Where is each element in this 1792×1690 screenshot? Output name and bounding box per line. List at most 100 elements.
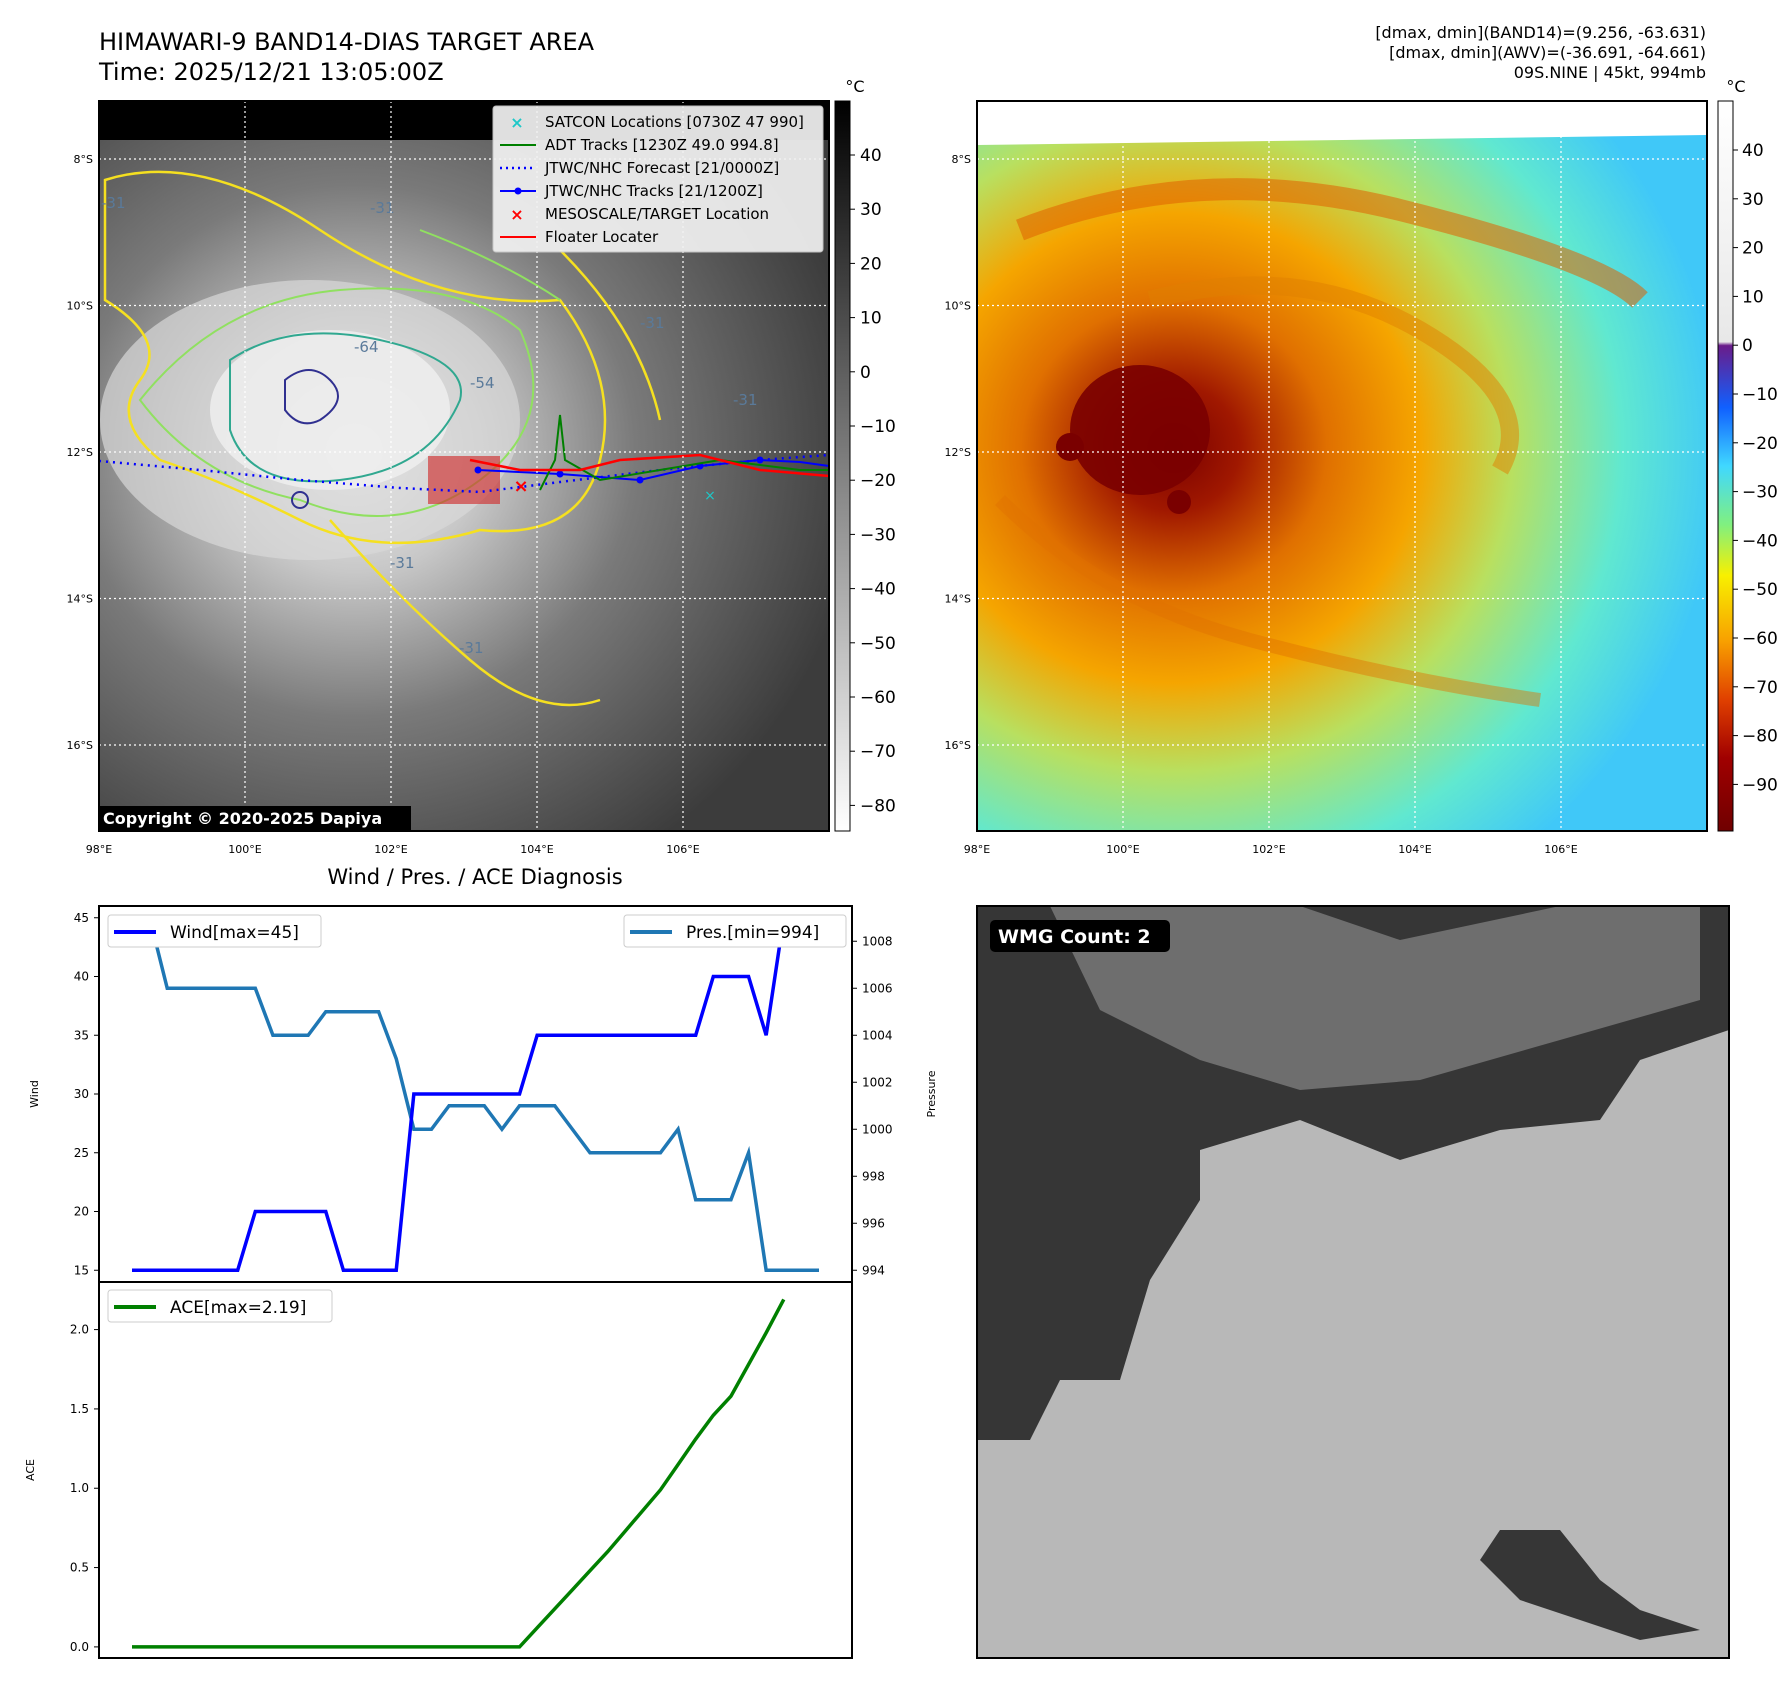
legend-label: SATCON Locations [0730Z 47 990] (545, 113, 804, 131)
ace-axis-label: ACE (24, 1459, 37, 1481)
contour-label: -31 (101, 194, 126, 212)
legend-marker-dot (514, 187, 522, 195)
colorbar-tick-label: 40 (860, 146, 882, 166)
pressure-series-line (132, 916, 819, 1272)
ace-legend-label: ACE[max=2.19] (170, 1298, 306, 1318)
wind-tick-label: 40 (74, 970, 89, 984)
colorbar-tick-label: −60 (1742, 629, 1778, 649)
ir-map-ticks: 98°E 100°E 102°E 104°E 106°E 8°S 10°S 12°S 14°S 1… (67, 153, 700, 856)
contour-label: -31 (640, 314, 665, 332)
wind-series-line (132, 916, 819, 1272)
wmg-count-box (990, 920, 1170, 952)
pressure-tick-label: 1000 (862, 1122, 893, 1136)
legend-label: ADT Tracks [1230Z 49.0 994.8] (545, 136, 779, 154)
colorbar-tick-label: 20 (1742, 239, 1764, 259)
contour-teal (229, 332, 462, 483)
wmg-frame (976, 905, 1730, 1659)
lon-tick-label: 104°E (520, 843, 553, 856)
lon-tick-label: 100°E (1106, 843, 1139, 856)
ir-map-panel: × × -31 -54 -64 -31 -31 -31 -31 -31 (67, 100, 830, 856)
legend-label: JTWC/NHC Tracks [21/1200Z] (544, 182, 763, 200)
wind-axis-label: Wind (28, 1080, 41, 1108)
lat-tick-label: 10°S (945, 300, 971, 313)
colorbar-tick-label: −30 (860, 525, 896, 545)
lat-tick-label: 12°S (67, 446, 93, 459)
colorbar-tick-label: 40 (1742, 141, 1764, 161)
contour-label: -31 (370, 199, 395, 217)
pressure-legend-box (623, 914, 847, 948)
wind-tick-label: 20 (74, 1205, 89, 1219)
ace-tick-label: 0.5 (70, 1561, 89, 1575)
awv-colorbar: °C 40 30 20 10 0 −10 −20 −30 −40 −50 −60 −70 −80 −90 (1717, 77, 1778, 832)
pressure-axis-label: Pressure (925, 1070, 938, 1117)
colorbar-tick-label: 10 (1742, 287, 1764, 307)
pressure-tick-label: 996 (862, 1216, 885, 1230)
colorbar-tick-label: 0 (860, 363, 871, 383)
lon-tick-label: 100°E (228, 843, 261, 856)
legend-marker-x: × (510, 113, 523, 132)
wind-tick-label: 30 (74, 1087, 89, 1101)
lon-tick-label: 104°E (1398, 843, 1431, 856)
wmg-dark-patch (1480, 1530, 1700, 1640)
colorbar-tick-label: −10 (1742, 385, 1778, 405)
pressure-tick-label: 1008 (862, 934, 893, 948)
wind-legend-box (107, 914, 322, 948)
lat-tick-label: 16°S (945, 739, 971, 752)
lon-tick-label: 102°E (374, 843, 407, 856)
satcon-marker: × (704, 488, 716, 504)
lat-tick-label: 8°S (74, 153, 93, 166)
pressure-tick-label: 998 (862, 1169, 885, 1183)
colorbar-tick-label: 30 (1742, 190, 1764, 210)
ace-legend-box (107, 1289, 333, 1323)
colorbar-tick-label: −60 (860, 688, 896, 708)
ace-chart: ACE 0.0 0.5 1.0 1.5 2.0 ACE[max=2.19] (24, 1281, 853, 1659)
lon-tick-label: 98°E (86, 843, 112, 856)
legend-marker-x: × (510, 205, 523, 224)
colorbar-tick-label: −50 (860, 634, 896, 654)
pressure-legend: Pres.[min=994] (623, 914, 847, 948)
contour-label: -64 (354, 338, 379, 356)
contour-yellow (103, 170, 662, 707)
ir-map-legend: × SATCON Locations [0730Z 47 990] ADT Trac… (492, 105, 824, 253)
contour-navy (284, 369, 339, 509)
pressure-tick-label: 1002 (862, 1075, 893, 1089)
lon-tick-label: 106°E (1544, 843, 1577, 856)
colorbar-tick-label: −80 (860, 796, 896, 816)
ace-axes (98, 1281, 853, 1659)
legend-label: MESOSCALE/TARGET Location (545, 205, 769, 223)
wind-pressure-chart: Wind Pressure 15 20 25 30 35 40 45 994 996 998 100… (28, 905, 938, 1283)
colorbar-tick-label: −70 (860, 742, 896, 762)
ace-tick-label: 2.0 (70, 1323, 89, 1337)
contour-green (138, 229, 561, 517)
ace-tick-label: 0.0 (70, 1640, 89, 1654)
wmg-mid-region (1050, 906, 1700, 1090)
colorbar-tick-label: 0 (1742, 336, 1753, 356)
awv-map-ticks: 98°E 100°E 102°E 104°E 106°E 8°S 10°S 12°S 14°S 1… (945, 153, 1578, 856)
pressure-tick-label: 994 (862, 1263, 885, 1277)
colorbar-tick-label: 20 (860, 254, 882, 274)
legend-entry: JTWC/NHC Forecast [21/0000Z] (500, 159, 779, 177)
colorbar-tick-label: −20 (860, 471, 896, 491)
wmg-count-label: WMG Count: 2 (998, 926, 1151, 948)
ir-map-frame (98, 100, 830, 832)
colorbar-tick-label: −80 (1742, 727, 1778, 747)
lat-tick-label: 16°S (67, 739, 93, 752)
wind-tick-label: 45 (74, 911, 89, 925)
lat-tick-label: 10°S (67, 300, 93, 313)
colorbar-tick-label: −10 (860, 417, 896, 437)
lon-tick-label: 106°E (666, 843, 699, 856)
info-band14: [dmax, dmin](BAND14)=(9.256, -63.631) (1375, 23, 1706, 42)
contour-label: -31 (390, 554, 415, 572)
lat-tick-label: 14°S (67, 593, 93, 606)
contour-label: -31 (459, 639, 484, 657)
awv-map-frame (976, 100, 1708, 832)
wind-legend-label: Wind[max=45] (170, 923, 299, 943)
info-storm: 09S.NINE | 45kt, 994mb (1514, 63, 1706, 82)
colorbar-tick-label: 30 (860, 200, 882, 220)
colorbar-tick-label: −70 (1742, 678, 1778, 698)
wind-tick-label: 35 (74, 1028, 89, 1042)
contour-label: -31 (733, 391, 758, 409)
pressure-tick-label: 1004 (862, 1028, 893, 1042)
lat-tick-label: 14°S (945, 593, 971, 606)
